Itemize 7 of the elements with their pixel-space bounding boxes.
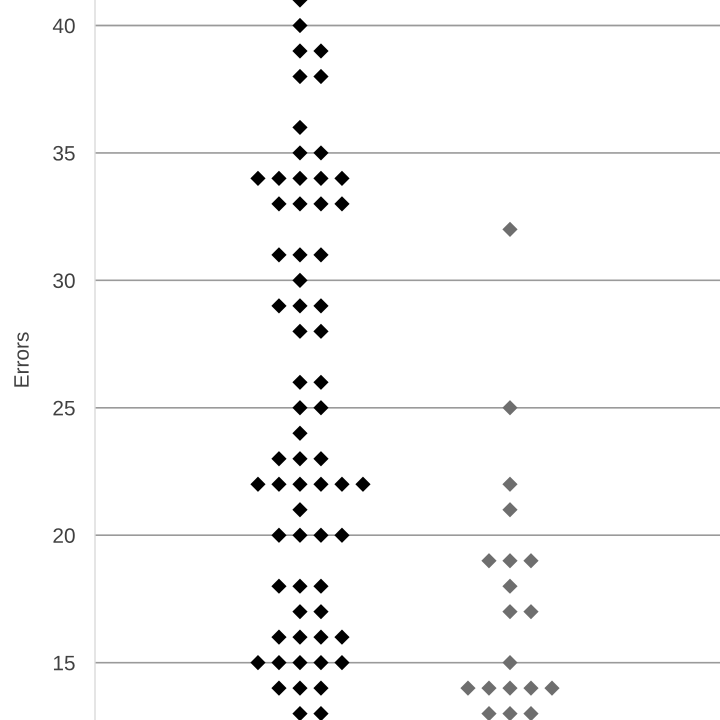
y-tick-label: 20: [53, 528, 75, 543]
y-tick-label: 25: [53, 400, 75, 416]
y-tick-label: 30: [53, 273, 75, 288]
y-tick-label: 15: [54, 656, 75, 670]
y-axis-title: Errors: [14, 332, 29, 387]
y-tick-label: 40: [52, 18, 75, 34]
y-tick-label: 35: [53, 146, 75, 161]
